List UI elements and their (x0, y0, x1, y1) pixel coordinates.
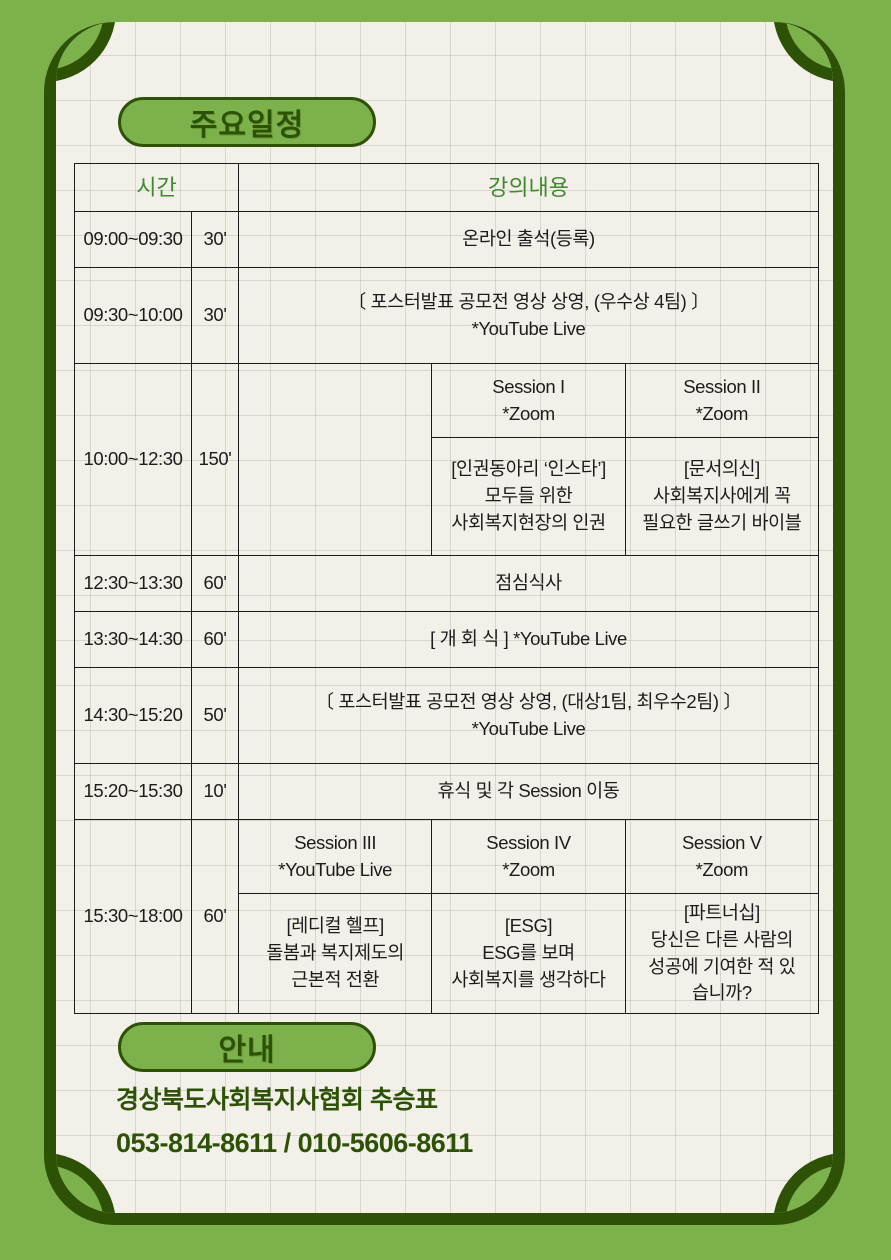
row-content: [ 개 회 식 ] *YouTube Live (238, 611, 819, 668)
session-desc-line3: 습니까? (691, 982, 752, 1004)
table-row-session-header: 10:00~12:30 150' Session I *Zoom Session… (74, 363, 820, 556)
session-1-header: Session I *Zoom (431, 363, 626, 438)
table-row-session-header: 15:30~18:00 60' Session III *YouTube Liv… (74, 818, 820, 1015)
column-header-time: 시간 (73, 163, 240, 212)
session-5-detail: [파트너십] 당신은 다른 사람의 성공에 기여한 적 있 습니까? (624, 892, 820, 1015)
phone-number: 053-814-8611 / 010-5606-8611 (116, 1128, 473, 1158)
table-row: 15:20~15:30 10' 휴식 및 각 Session 이동 (74, 763, 819, 820)
row-content: 온라인 출석(등록) (238, 211, 819, 268)
row-duration: 50' (190, 667, 240, 764)
session-2-detail: [문서의신] 사회복지사에게 꼭 필요한 글쓰기 바이블 (624, 437, 820, 556)
session-2-header: Session II *Zoom (624, 363, 820, 438)
session-5-header: Session V *Zoom (624, 819, 820, 894)
session-name: Session IV (486, 831, 571, 853)
table-row: 09:00~09:30 30' 온라인 출석(등록) (74, 211, 819, 268)
session-desc-line2: 사회복지를 생각하다 (451, 969, 606, 991)
session-name: Session II (683, 375, 761, 397)
table-row: 14:30~15:20 50' 〔 포스터발표 공모전 영상 상영, (대상1팀… (74, 667, 819, 764)
session-name: Session V (681, 831, 762, 853)
row-time: 15:20~15:30 (74, 763, 192, 820)
session-platform: *Zoom (695, 858, 749, 880)
column-header-content: 강의내용 (238, 163, 819, 212)
schedule-table: 시간 강의내용 09:00~09:30 30' 온라인 출석(등록) 09:30… (73, 163, 820, 1015)
row-duration: 30' (190, 267, 240, 364)
row-time: 09:00~09:30 (74, 211, 192, 268)
row-content-line2: *YouTube Live (471, 317, 586, 339)
session-4-detail: [ESG] ESG를 보며 사회복지를 생각하다 (431, 892, 626, 1015)
session-3-header: Session III *YouTube Live (238, 819, 433, 894)
row-duration: 30' (190, 211, 240, 268)
organization-name: 경상북도사회복지사협회 추승표 (116, 1086, 438, 1114)
session-name: Session III (294, 831, 377, 853)
table-row: 12:30~13:30 60' 점심식사 (74, 555, 819, 612)
table-row-session-body: [인권동아리 ‘인스타’] 모두들 위한 사회복지현장의 인권 [문서의신] 사… (75, 437, 820, 556)
session-3-detail: [레디컬 헬프] 돌봄과 복지제도의 근본적 전환 (238, 892, 433, 1015)
session-title: [파트너십] (683, 902, 760, 923)
session-desc-line2: 성공에 기여한 적 있 (648, 955, 796, 977)
session-desc-line1: ESG를 보며 (482, 942, 575, 964)
session-desc-line2: 필요한 글쓰기 바이블 (642, 511, 802, 533)
session-4-header: Session IV *Zoom (431, 819, 626, 894)
session-desc-line1: 사회복지사에게 꼭 (652, 485, 791, 507)
row-content: 점심식사 (238, 555, 819, 612)
row-time: 13:30~14:30 (74, 611, 192, 668)
row-duration: 10' (190, 763, 240, 820)
table-row: 09:30~10:00 30' 〔 포스터발표 공모전 영상 상영, (우수상 … (74, 267, 819, 364)
session-blank-cell (238, 363, 433, 556)
row-time: 09:30~10:00 (74, 267, 192, 364)
row-duration: 60' (190, 818, 240, 1015)
session-platform: *Zoom (502, 402, 555, 424)
session-platform: *Zoom (502, 858, 555, 880)
session-desc-line2: 근본적 전환 (291, 969, 380, 991)
session-title: [문서의신] (683, 458, 760, 480)
row-duration: 150' (190, 363, 240, 556)
session-title: [인권동아리 ‘인스타’] (451, 458, 606, 480)
session-platform: *Zoom (695, 402, 749, 424)
session-title: [ESG] (504, 915, 553, 937)
row-content-line1: 〔 포스터발표 공모전 영상 상영, (대상1팀, 최우수2팀) 〕 (315, 690, 742, 712)
row-content-line2: *YouTube Live (471, 717, 586, 739)
session-1-detail: [인권동아리 ‘인스타’] 모두들 위한 사회복지현장의 인권 (431, 437, 626, 556)
schedule-section-badge: 주요일정 (118, 97, 376, 147)
row-duration: 60' (190, 611, 240, 668)
session-desc-line2: 사회복지현장의 인권 (451, 511, 606, 533)
session-platform: *YouTube Live (278, 858, 393, 880)
session-desc-line1: 당신은 다른 사람의 (650, 928, 794, 950)
row-content: 휴식 및 각 Session 이동 (238, 763, 819, 820)
session-desc-line1: 모두들 위한 (484, 485, 573, 507)
session-name: Session I (492, 375, 565, 397)
notice-section-badge: 안내 (118, 1022, 376, 1072)
table-row-session-body: [레디컬 헬프] 돌봄과 복지제도의 근본적 전환 [ESG] ESG를 보며 … (75, 892, 820, 1015)
row-time: 12:30~13:30 (74, 555, 192, 612)
row-duration: 60' (190, 555, 240, 612)
row-time: 14:30~15:20 (74, 667, 192, 764)
row-time: 10:00~12:30 (74, 363, 192, 556)
table-row: 13:30~14:30 60' [ 개 회 식 ] *YouTube Live (74, 611, 819, 668)
session-title: [레디컬 헬프] (286, 915, 385, 937)
row-content: 〔 포스터발표 공모전 영상 상영, (우수상 4팀) 〕 *YouTube L… (238, 267, 819, 364)
row-content-line1: 〔 포스터발표 공모전 영상 상영, (우수상 4팀) 〕 (347, 290, 710, 312)
row-time: 15:30~18:00 (74, 818, 192, 1015)
table-header-row: 시간 강의내용 (73, 163, 819, 212)
session-desc-line1: 돌봄과 복지제도의 (266, 942, 405, 964)
footer-contact: 경상북도사회복지사협회 추승표 053-814-8611 / 010-5606-… (116, 1080, 776, 1159)
poster-paper: 주요일정 시간 강의내용 09:00~09:30 30' 온라인 출석(등록) (56, 22, 833, 1213)
row-content: 〔 포스터발표 공모전 영상 상영, (대상1팀, 최우수2팀) 〕 *YouT… (238, 667, 819, 764)
